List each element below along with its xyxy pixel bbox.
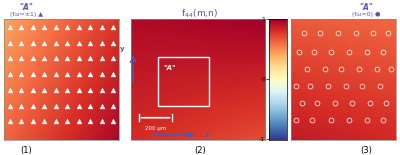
Text: (f₄₄=0) ●: (f₄₄=0) ●: [352, 12, 380, 17]
Text: "A": "A": [163, 64, 176, 71]
Text: "A": "A": [359, 3, 373, 12]
Text: 200 μm: 200 μm: [145, 126, 166, 131]
Text: (1): (1): [20, 146, 32, 155]
Text: y: y: [120, 46, 125, 52]
Text: (f₄₄=±1) ▲: (f₄₄=±1) ▲: [10, 12, 42, 17]
Text: (2): (2): [194, 146, 206, 155]
Bar: [158, 57, 209, 106]
Text: "A": "A": [19, 3, 33, 12]
Text: x: x: [205, 132, 209, 138]
Text: (3): (3): [360, 146, 372, 155]
Text: f$_{44}$(m,n): f$_{44}$(m,n): [182, 8, 218, 20]
